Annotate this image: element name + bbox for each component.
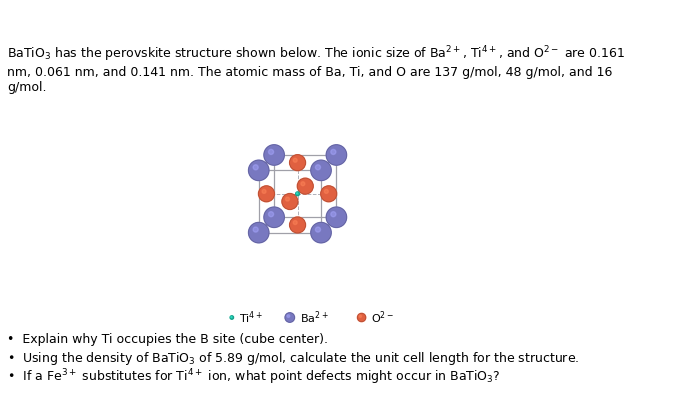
- Circle shape: [230, 316, 233, 319]
- Circle shape: [282, 194, 298, 209]
- Circle shape: [268, 150, 274, 154]
- Circle shape: [248, 222, 269, 243]
- Circle shape: [326, 207, 347, 227]
- Circle shape: [297, 178, 313, 194]
- Circle shape: [293, 158, 297, 162]
- Circle shape: [311, 160, 331, 180]
- Circle shape: [358, 314, 366, 322]
- Circle shape: [296, 192, 299, 196]
- Circle shape: [285, 313, 294, 322]
- Circle shape: [359, 315, 361, 317]
- Circle shape: [290, 217, 305, 233]
- Circle shape: [287, 315, 290, 317]
- Text: •  Using the density of BaTiO$_3$ of 5.89 g/mol, calculate the unit cell length : • Using the density of BaTiO$_3$ of 5.89…: [7, 350, 579, 368]
- Circle shape: [262, 190, 266, 193]
- Circle shape: [321, 186, 336, 202]
- Circle shape: [331, 212, 336, 217]
- Text: •  Explain why Ti occupies the B site (cube center).: • Explain why Ti occupies the B site (cu…: [7, 333, 328, 346]
- Circle shape: [268, 212, 274, 217]
- Text: •  If a Fe$^{3+}$ substitutes for Ti$^{4+}$ ion, what point defects might occur : • If a Fe$^{3+}$ substitutes for Ti$^{4+…: [7, 368, 500, 387]
- Circle shape: [324, 190, 328, 193]
- Circle shape: [248, 160, 269, 180]
- Circle shape: [315, 227, 321, 232]
- Text: BaTiO$_3$ has the perovskite structure shown below. The ionic size of Ba$^{2+}$,: BaTiO$_3$ has the perovskite structure s…: [7, 44, 625, 94]
- Circle shape: [293, 220, 297, 225]
- Circle shape: [253, 227, 258, 232]
- Circle shape: [290, 154, 305, 171]
- Circle shape: [326, 145, 347, 165]
- Circle shape: [253, 165, 258, 170]
- Circle shape: [331, 150, 336, 154]
- Text: Ba$^{2+}$: Ba$^{2+}$: [300, 309, 328, 326]
- Circle shape: [259, 186, 275, 202]
- Circle shape: [264, 207, 284, 227]
- Circle shape: [301, 182, 305, 186]
- Text: Ti$^{4+}$: Ti$^{4+}$: [239, 309, 263, 326]
- Circle shape: [311, 222, 331, 243]
- Circle shape: [315, 165, 321, 170]
- Circle shape: [264, 145, 284, 165]
- Text: O$^{2-}$: O$^{2-}$: [371, 309, 394, 326]
- Circle shape: [286, 197, 290, 201]
- Circle shape: [230, 316, 232, 318]
